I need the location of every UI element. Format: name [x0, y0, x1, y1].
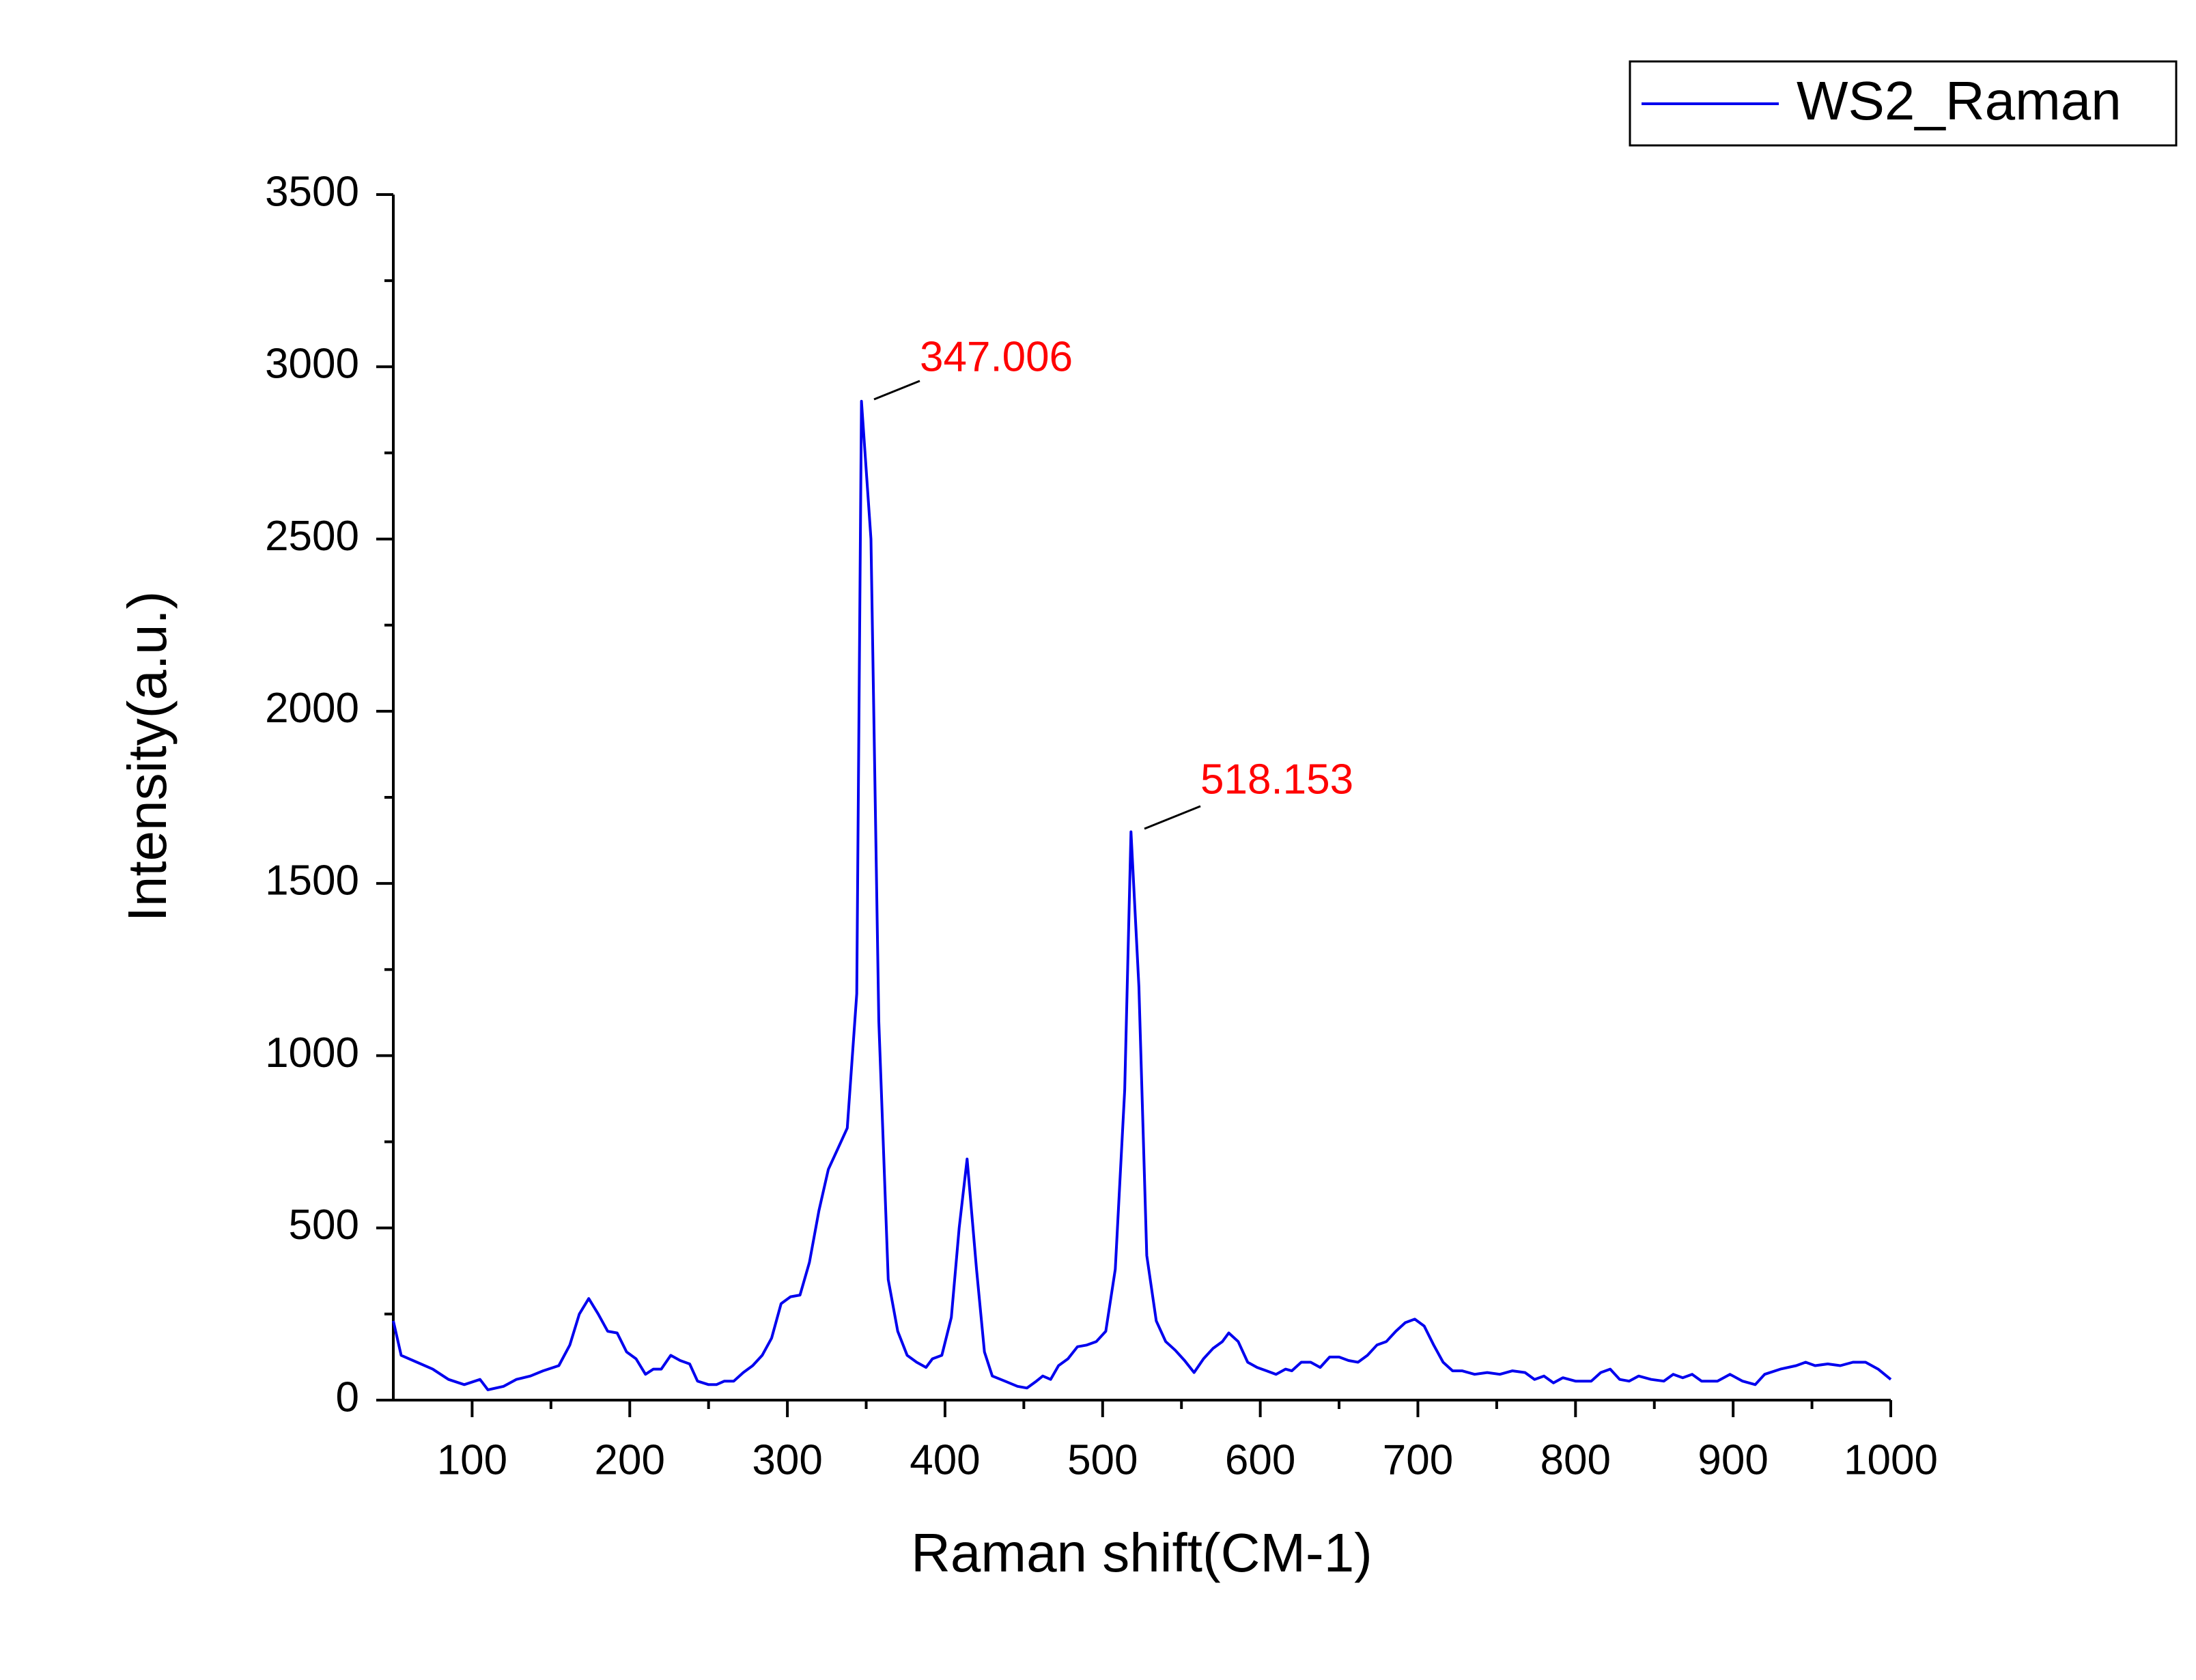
line: [392, 399, 1892, 1391]
annotation: 518.153: [1200, 756, 1353, 803]
annotation-leader: [873, 380, 920, 401]
x-tick-label: 300: [752, 1436, 822, 1483]
annotation-leader: [1144, 805, 1201, 830]
x-tick-label: 700: [1383, 1436, 1453, 1483]
annotation: 347.006: [920, 333, 1073, 380]
x-tick-label: 600: [1225, 1436, 1295, 1483]
y-axis-title: Intensity(a.u.): [117, 591, 178, 922]
y-tick-label: 500: [289, 1201, 359, 1249]
y-tick-label: 2500: [265, 513, 359, 560]
x-tick-label: 400: [910, 1436, 980, 1483]
y-tick-label: 0: [336, 1373, 359, 1421]
x-axis-title: Raman shift(CM-1): [911, 1522, 1372, 1583]
y-tick-label: 1500: [265, 857, 359, 905]
x-tick-label: 200: [595, 1436, 665, 1483]
y-tick-label: 3500: [265, 168, 359, 215]
x-tick-label: 100: [437, 1436, 507, 1483]
y-tick-label: 3000: [265, 341, 359, 388]
legend-label: WS2_Raman: [1797, 70, 2122, 131]
x-tick-label: 500: [1067, 1436, 1138, 1483]
x-tick-label: 1000: [1844, 1436, 1938, 1483]
y-tick-label: 2000: [265, 685, 359, 732]
legend: WS2_Raman: [1629, 60, 2178, 147]
x-tick-label: 900: [1698, 1436, 1768, 1483]
x-tick-label: 800: [1540, 1436, 1611, 1483]
y-tick-label: 1000: [265, 1029, 359, 1077]
